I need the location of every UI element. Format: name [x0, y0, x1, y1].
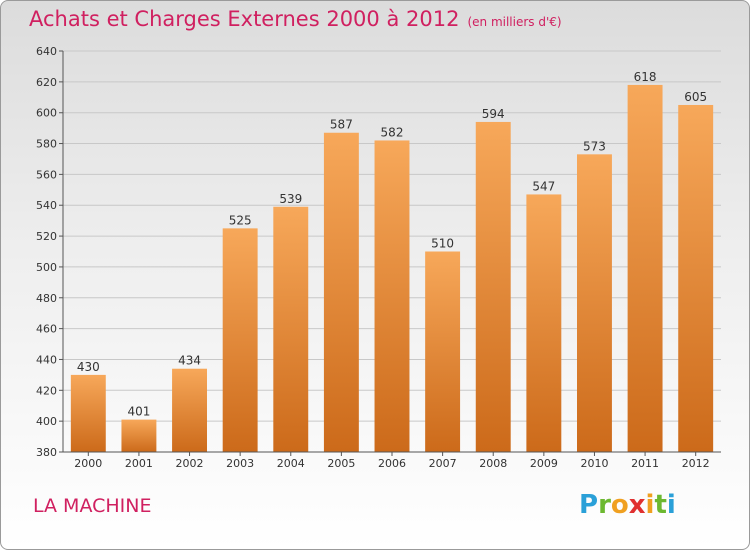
y-tick-label: 640 [36, 45, 57, 58]
proxiti-logo: Proxiti [579, 490, 676, 520]
y-tick-label: 440 [36, 353, 57, 366]
bar [678, 104, 714, 452]
x-tick-label: 2009 [530, 457, 558, 470]
bar-value-label: 525 [229, 213, 252, 227]
bar [627, 84, 663, 452]
y-tick-label: 540 [36, 199, 57, 212]
bar-value-label: 582 [381, 125, 404, 139]
logo-letter: i [645, 490, 655, 520]
x-tick-label: 2006 [378, 457, 406, 470]
bar [425, 251, 461, 452]
chart-title-text: Achats et Charges Externes 2000 à 2012 [29, 7, 460, 31]
bar [475, 121, 511, 452]
logo-letter: o [610, 490, 629, 520]
y-tick-label: 580 [36, 138, 57, 151]
y-tick-label: 460 [36, 323, 57, 336]
x-tick-label: 2011 [631, 457, 659, 470]
bars: 430 401 434 525 539 587 582 510 594 547 573 618 605 [70, 70, 714, 453]
bar [273, 206, 309, 452]
y-tick-label: 480 [36, 292, 57, 305]
logo-letter: t [654, 490, 667, 520]
y-tick-label: 560 [36, 168, 57, 181]
bar-value-label: 434 [178, 354, 201, 368]
bar-value-label: 430 [77, 360, 100, 374]
bar-value-label: 539 [279, 192, 302, 206]
logo-letter: P [579, 490, 599, 520]
y-tick-label: 600 [36, 107, 57, 120]
bar-value-label: 573 [583, 139, 606, 153]
logo-letter: i [666, 490, 676, 520]
bar-value-label: 587 [330, 118, 353, 132]
logo-letter: x [628, 490, 646, 520]
x-tick-label: 2007 [429, 457, 457, 470]
axes: 380 400 420 440 460 480 500 520 540 560 580 600 620 6… [36, 45, 721, 470]
y-tick-label: 380 [36, 446, 57, 459]
bar-value-label: 510 [431, 237, 454, 251]
commune-name: LA MACHINE [33, 495, 152, 517]
y-tick-label: 520 [36, 230, 57, 243]
x-tick-label: 2002 [176, 457, 204, 470]
bar [70, 374, 106, 452]
x-tick-label: 2012 [682, 457, 710, 470]
bar [374, 140, 410, 452]
y-tick-label: 400 [36, 415, 57, 428]
bar [323, 132, 359, 452]
y-tick-label: 620 [36, 76, 57, 89]
bar [222, 228, 258, 452]
y-tick-label: 500 [36, 261, 57, 274]
y-tick-label: 420 [36, 384, 57, 397]
bar [172, 368, 208, 452]
bar-value-label: 401 [127, 405, 150, 419]
x-tick-label: 2008 [479, 457, 507, 470]
x-tick-label: 2005 [327, 457, 355, 470]
chart-title: Achats et Charges Externes 2000 à 2012 (e… [29, 7, 562, 31]
bar-value-label: 594 [482, 107, 505, 121]
x-tick-label: 2001 [125, 457, 153, 470]
bar-value-label: 547 [532, 179, 555, 193]
bar [576, 154, 612, 453]
bar-value-label: 618 [634, 70, 657, 84]
logo-letter: r [598, 490, 611, 520]
bar-value-label: 605 [684, 90, 707, 104]
x-tick-label: 2004 [277, 457, 305, 470]
bar [121, 419, 157, 452]
bar [526, 194, 562, 452]
chart-unit: (en milliers d'€) [467, 15, 562, 29]
x-tick-label: 2000 [74, 457, 102, 470]
x-tick-label: 2010 [580, 457, 608, 470]
x-tick-label: 2003 [226, 457, 254, 470]
